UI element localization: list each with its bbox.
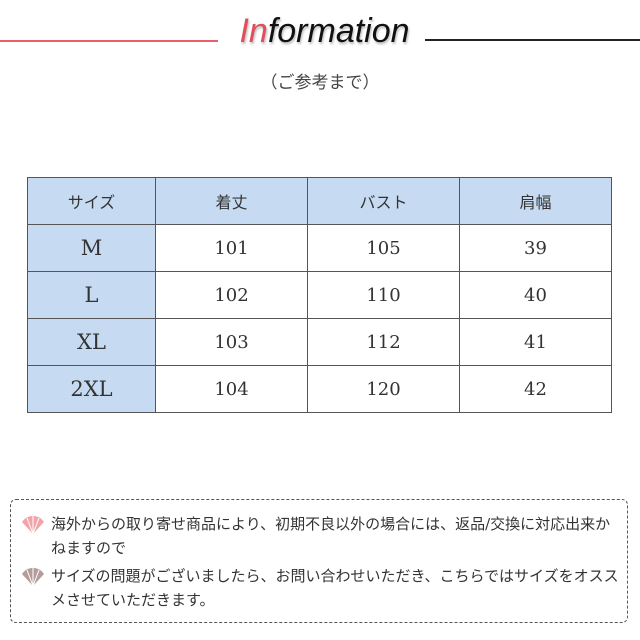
- title-accent: In: [239, 12, 268, 50]
- table-cell: 103: [155, 318, 308, 366]
- table-row: XL 103 112 41: [27, 318, 612, 366]
- table-row: 2XL 104 120 42: [27, 365, 612, 413]
- title-line-left: [0, 40, 218, 42]
- fan-icon: [22, 567, 44, 587]
- note-item: 海外からの取り寄せ商品により、初期不良以外の場合には、返品/交換に対応出来かねま…: [21, 512, 621, 560]
- table-cell: 2XL: [27, 365, 156, 413]
- table-header-row: サイズ 着丈 バスト 肩幅: [27, 177, 612, 225]
- table-cell: XL: [27, 318, 156, 366]
- column-header: バスト: [307, 177, 460, 225]
- column-header: 着丈: [155, 177, 308, 225]
- table-cell: 102: [155, 271, 308, 319]
- fan-icon: [22, 515, 44, 535]
- table-cell: 112: [307, 318, 460, 366]
- note-text: 海外からの取り寄せ商品により、初期不良以外の場合には、返品/交換に対応出来かねま…: [51, 515, 611, 557]
- table-cell: 39: [459, 224, 612, 272]
- title-line-right: [425, 39, 640, 41]
- column-header: サイズ: [27, 177, 156, 225]
- table-cell: M: [27, 224, 156, 272]
- table-row: M 101 105 39: [27, 224, 612, 272]
- table-cell: 110: [307, 271, 460, 319]
- table-cell: L: [27, 271, 156, 319]
- size-table: サイズ 着丈 バスト 肩幅 M 101 105 39 L 102 110 40 …: [27, 177, 612, 413]
- table-cell: 40: [459, 271, 612, 319]
- table-cell: 101: [155, 224, 308, 272]
- table-cell: 120: [307, 365, 460, 413]
- table-cell: 105: [307, 224, 460, 272]
- column-header: 肩幅: [459, 177, 612, 225]
- table-cell: 104: [155, 365, 308, 413]
- notes-box: 海外からの取り寄せ商品により、初期不良以外の場合には、返品/交換に対応出来かねま…: [10, 499, 628, 623]
- table-cell: 41: [459, 318, 612, 366]
- note-text: サイズの問題がございましたら、お問い合わせいただき、こちらではサイズをオススメさ…: [51, 567, 619, 609]
- note-item: サイズの問題がございましたら、お問い合わせいただき、こちらではサイズをオススメさ…: [21, 564, 621, 612]
- subtitle: （ご参考まで）: [260, 73, 380, 93]
- table-cell: 42: [459, 365, 612, 413]
- title-rest: formation: [267, 12, 410, 50]
- table-row: L 102 110 40: [27, 271, 612, 319]
- page-title: Information: [222, 12, 427, 51]
